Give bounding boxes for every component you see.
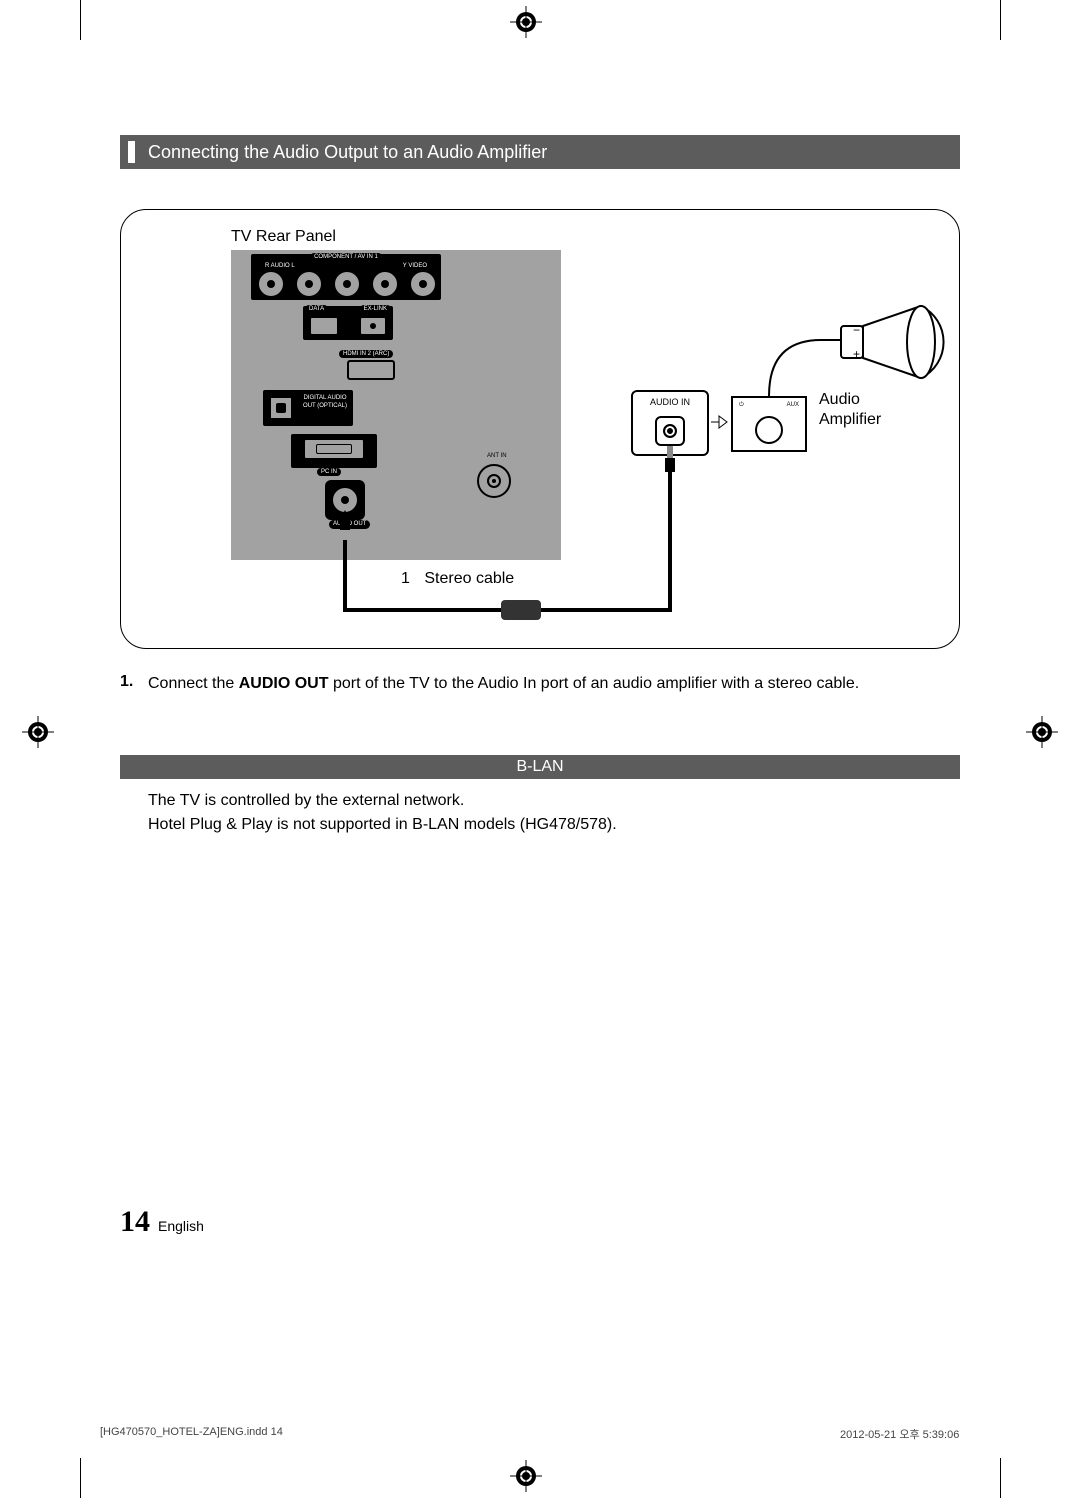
connection-diagram: TV Rear Panel COMPONENT / AV IN 1 R AUDI… <box>120 209 960 649</box>
blan-text-line: Hotel Plug & Play is not supported in B-… <box>148 813 960 837</box>
footer-filename: [HG470570_HOTEL-ZA]ENG.indd 14 <box>100 1426 283 1438</box>
section-title-bar: Connecting the Audio Output to an Audio … <box>120 135 960 169</box>
stereo-cable <box>121 210 961 650</box>
instruction-number: 1. <box>120 673 148 695</box>
crop-mark <box>1000 0 1001 40</box>
blan-title: B-LAN <box>516 758 563 776</box>
instruction-text: Connect the AUDIO OUT port of the TV to … <box>148 673 960 695</box>
crop-mark <box>80 0 81 40</box>
registration-mark-icon <box>510 1460 542 1492</box>
blan-text-line: The TV is controlled by the external net… <box>148 789 960 813</box>
registration-mark-icon <box>1026 716 1058 748</box>
registration-mark-icon <box>510 6 542 38</box>
crop-mark <box>1000 1458 1001 1498</box>
instruction-list: 1. Connect the AUDIO OUT port of the TV … <box>120 673 960 695</box>
footer-date: 2012-05-21 오후 5:39:06 <box>840 1426 959 1442</box>
registration-mark-icon <box>22 716 54 748</box>
page-content: Connecting the Audio Output to an Audio … <box>120 135 960 837</box>
footer: [HG470570_HOTEL-ZA]ENG.indd 14 2012-05-2… <box>100 1426 283 1438</box>
stereo-cable-callout: 1 Stereo cable <box>401 570 514 588</box>
page-number: 14 English <box>120 1205 204 1239</box>
section-title: Connecting the Audio Output to an Audio … <box>148 142 547 163</box>
instruction-item: 1. Connect the AUDIO OUT port of the TV … <box>120 673 960 695</box>
crop-mark <box>80 1458 81 1498</box>
blan-section-bar: B-LAN <box>120 755 960 779</box>
